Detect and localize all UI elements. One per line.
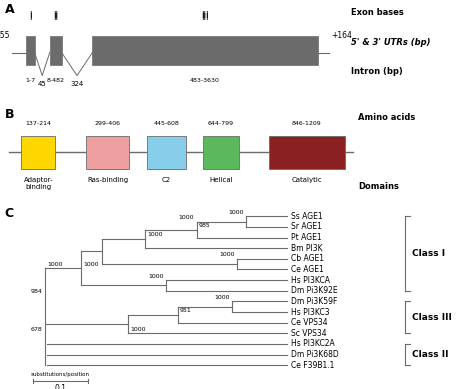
Text: II: II	[53, 11, 58, 20]
Text: Sr AGE1: Sr AGE1	[291, 223, 321, 231]
FancyBboxPatch shape	[203, 136, 239, 169]
Text: Class I: Class I	[412, 249, 446, 258]
Text: 1000: 1000	[214, 295, 230, 300]
Text: 1000: 1000	[83, 262, 99, 267]
FancyBboxPatch shape	[86, 136, 129, 169]
Text: C2: C2	[162, 177, 171, 183]
FancyBboxPatch shape	[21, 136, 55, 169]
Text: Amino acids: Amino acids	[358, 113, 415, 122]
Text: B: B	[5, 108, 14, 121]
Text: 45: 45	[38, 81, 46, 87]
Text: -55: -55	[0, 31, 10, 40]
Text: I: I	[29, 11, 32, 20]
Text: Hs Pl3KC2A: Hs Pl3KC2A	[291, 340, 334, 349]
Text: Sc VPS34: Sc VPS34	[291, 329, 326, 338]
Text: Ss AGE1: Ss AGE1	[291, 212, 322, 221]
Text: 5' & 3' UTRs (bp): 5' & 3' UTRs (bp)	[351, 38, 430, 47]
Text: Ce F39B1.1: Ce F39B1.1	[291, 361, 334, 370]
FancyBboxPatch shape	[26, 36, 35, 65]
Text: 1000: 1000	[47, 262, 63, 267]
Text: Domains: Domains	[358, 182, 399, 191]
Text: 1000: 1000	[179, 215, 194, 220]
Text: 678: 678	[31, 327, 43, 332]
Text: Cb AGE1: Cb AGE1	[291, 254, 324, 263]
Text: 0.1: 0.1	[55, 384, 66, 389]
Text: Class II: Class II	[412, 350, 449, 359]
Text: Helical: Helical	[209, 177, 233, 183]
Text: 1000: 1000	[219, 252, 235, 258]
Text: Catalytic: Catalytic	[292, 177, 322, 183]
Text: 1000: 1000	[130, 327, 146, 332]
Text: 846-1209: 846-1209	[292, 121, 321, 126]
FancyBboxPatch shape	[147, 136, 186, 169]
Text: 483-3630: 483-3630	[190, 78, 220, 83]
Text: 299-406: 299-406	[95, 121, 120, 126]
Text: C: C	[5, 207, 14, 220]
Text: 8-482: 8-482	[47, 78, 64, 83]
Text: Bm Pl3K: Bm Pl3K	[291, 244, 322, 253]
Text: 951: 951	[180, 308, 192, 313]
Text: I: I	[29, 12, 32, 22]
Text: Ras-binding: Ras-binding	[87, 177, 128, 183]
Text: 1000: 1000	[148, 273, 164, 279]
Text: Class III: Class III	[412, 313, 452, 322]
Text: 1-7: 1-7	[25, 78, 36, 83]
Text: III: III	[201, 12, 209, 22]
Text: 445-608: 445-608	[154, 121, 179, 126]
FancyBboxPatch shape	[269, 136, 345, 169]
Text: Ce AGE1: Ce AGE1	[291, 265, 323, 274]
Text: substitutions/position: substitutions/position	[31, 373, 90, 377]
FancyBboxPatch shape	[50, 36, 62, 65]
Text: Pt AGE1: Pt AGE1	[291, 233, 321, 242]
Text: 1000: 1000	[228, 210, 244, 215]
Text: Exon bases: Exon bases	[351, 9, 403, 18]
Text: 644-799: 644-799	[208, 121, 234, 126]
Text: 1000: 1000	[147, 232, 163, 237]
Text: Hs Pl3KCA: Hs Pl3KCA	[291, 275, 329, 285]
Text: +164: +164	[331, 31, 352, 40]
Text: Dm Pi3K68D: Dm Pi3K68D	[291, 350, 338, 359]
Text: 137-214: 137-214	[26, 121, 51, 126]
Text: A: A	[5, 3, 14, 16]
Text: 324: 324	[71, 81, 83, 87]
Text: Hs Pl3KC3: Hs Pl3KC3	[291, 308, 329, 317]
Text: Dm Pi3K59F: Dm Pi3K59F	[291, 297, 337, 306]
Text: Dm Pi3K92E: Dm Pi3K92E	[291, 286, 337, 295]
Text: II: II	[53, 12, 58, 22]
Text: 984: 984	[31, 289, 43, 294]
Text: Intron (bp): Intron (bp)	[351, 67, 402, 76]
Text: III: III	[201, 11, 209, 20]
Text: Ce VPS34: Ce VPS34	[291, 318, 327, 327]
FancyBboxPatch shape	[92, 36, 318, 65]
Text: Adaptor-
binding: Adaptor- binding	[24, 177, 53, 190]
Text: 985: 985	[199, 223, 211, 228]
